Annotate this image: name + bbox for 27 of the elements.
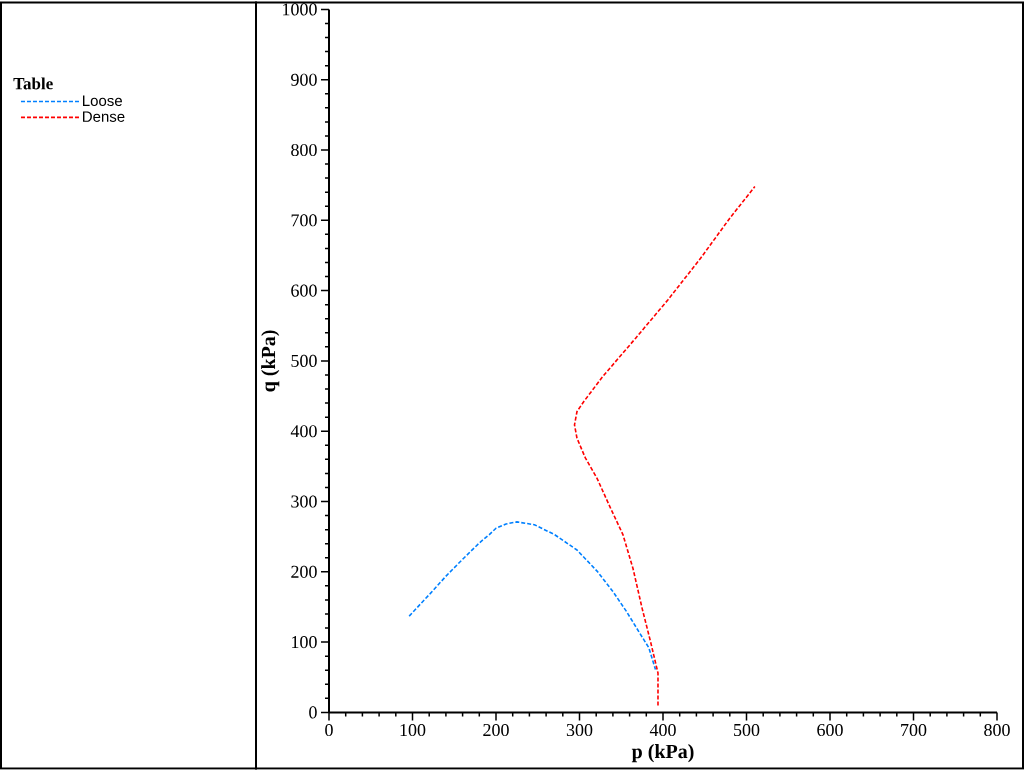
x-tick-label: 0 <box>325 723 333 736</box>
legend-label: Dense <box>83 111 125 122</box>
y-tick-label: 1000 <box>283 3 317 16</box>
x-axis-title: p (kPa) <box>631 743 694 763</box>
y-tick-label: 200 <box>291 565 317 578</box>
y-tick-label: 900 <box>291 73 317 86</box>
x-tick-label: 300 <box>566 723 593 736</box>
x-tick-label: 700 <box>901 723 927 736</box>
y-axis-title: q (kPa) <box>261 330 280 392</box>
legend-label: Loose <box>83 95 122 106</box>
y-tick-label: 400 <box>290 424 317 438</box>
x-tick-label: 400 <box>649 723 676 736</box>
y-tick-label: 0 <box>309 706 317 719</box>
line-series <box>573 185 756 706</box>
x-tick-label: 800 <box>984 723 1010 736</box>
legend-title: Table <box>13 77 53 90</box>
x-tick-label: 200 <box>483 723 509 736</box>
y-tick-label: 500 <box>291 354 317 367</box>
x-tick-label: 500 <box>734 723 760 736</box>
x-tick-label: 600 <box>817 723 843 736</box>
y-tick-label: 300 <box>291 495 317 508</box>
y-tick-label: 800 <box>291 143 317 156</box>
y-tick-label: 700 <box>291 214 317 227</box>
line-series <box>408 520 657 671</box>
x-tick-label: 100 <box>400 723 426 736</box>
y-tick-label: 100 <box>292 635 317 648</box>
y-tick-label: 600 <box>291 284 317 297</box>
